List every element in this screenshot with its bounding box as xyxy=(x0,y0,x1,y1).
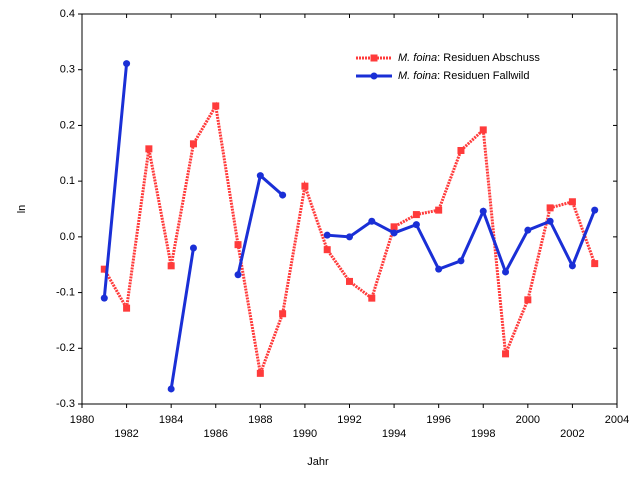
x-tick-label: 1992 xyxy=(337,414,361,426)
x-tick-label: 2004 xyxy=(605,414,629,426)
legend-italic: M. foina xyxy=(398,70,437,82)
marker xyxy=(346,233,353,241)
marker xyxy=(301,182,309,190)
y-tick-label: 0.3 xyxy=(60,64,75,76)
marker xyxy=(568,262,576,270)
marker xyxy=(189,244,197,252)
marker xyxy=(256,172,264,180)
marker xyxy=(435,206,443,214)
x-tick-label: 1982 xyxy=(114,428,138,440)
marker xyxy=(123,304,131,312)
marker xyxy=(390,229,398,237)
marker xyxy=(145,145,153,153)
marker xyxy=(546,217,554,225)
y-tick-label: 0.2 xyxy=(60,119,75,131)
marker xyxy=(412,211,420,219)
x-tick-label: 1984 xyxy=(159,414,183,426)
legend-rest: : Residuen Abschuss xyxy=(437,52,540,64)
y-tick-label: -0.1 xyxy=(56,286,75,298)
marker xyxy=(591,206,599,214)
marker xyxy=(502,268,510,276)
marker xyxy=(591,260,599,268)
marker xyxy=(167,262,175,270)
y-tick-label: 0.0 xyxy=(60,231,75,243)
marker xyxy=(234,241,242,249)
legend-marker xyxy=(370,72,378,80)
y-tick-label: -0.2 xyxy=(56,342,75,354)
y-tick-label: 0.4 xyxy=(60,8,75,20)
marker xyxy=(502,350,510,358)
marker xyxy=(412,221,420,229)
marker xyxy=(256,369,264,377)
x-tick-label: 1994 xyxy=(382,428,406,440)
legend-label: M. foina: Residuen Abschuss xyxy=(398,52,540,64)
x-tick-label: 1988 xyxy=(248,414,272,426)
y-tick-label: -0.3 xyxy=(56,398,75,410)
marker xyxy=(546,204,554,212)
x-axis-label: Jahr xyxy=(307,456,329,468)
marker xyxy=(234,271,242,279)
x-tick-label: 2002 xyxy=(560,428,584,440)
legend-marker xyxy=(370,54,378,62)
marker xyxy=(457,147,465,154)
marker xyxy=(568,198,576,206)
marker xyxy=(368,294,376,302)
x-tick-label: 1986 xyxy=(204,428,228,440)
y-tick-label: 0.1 xyxy=(60,175,75,187)
marker xyxy=(279,191,287,199)
marker xyxy=(279,310,287,318)
marker xyxy=(524,226,532,234)
legend-italic: M. foina xyxy=(398,52,437,64)
marker xyxy=(479,126,487,134)
marker xyxy=(435,265,443,273)
legend-rest: : Residuen Fallwild xyxy=(437,70,529,82)
marker xyxy=(100,294,108,302)
marker xyxy=(189,140,197,148)
x-tick-label: 2000 xyxy=(516,414,540,426)
plot-frame xyxy=(81,13,618,405)
marker xyxy=(457,257,465,265)
y-axis-label: ln xyxy=(16,205,28,214)
marker xyxy=(346,277,353,285)
marker xyxy=(479,207,487,215)
x-tick-label: 1980 xyxy=(70,414,94,426)
marker xyxy=(390,223,398,231)
marker xyxy=(524,296,532,304)
marker xyxy=(100,265,108,273)
x-tick-label: 1990 xyxy=(293,428,317,440)
marker xyxy=(368,217,376,225)
marker xyxy=(212,102,220,110)
legend-label: M. foina: Residuen Fallwild xyxy=(398,70,529,82)
x-tick-label: 1996 xyxy=(426,414,450,426)
marker xyxy=(323,246,331,254)
marker xyxy=(167,385,175,393)
marker xyxy=(323,231,331,239)
series-line xyxy=(102,63,597,390)
marker xyxy=(123,60,131,68)
x-tick-label: 1998 xyxy=(471,428,495,440)
